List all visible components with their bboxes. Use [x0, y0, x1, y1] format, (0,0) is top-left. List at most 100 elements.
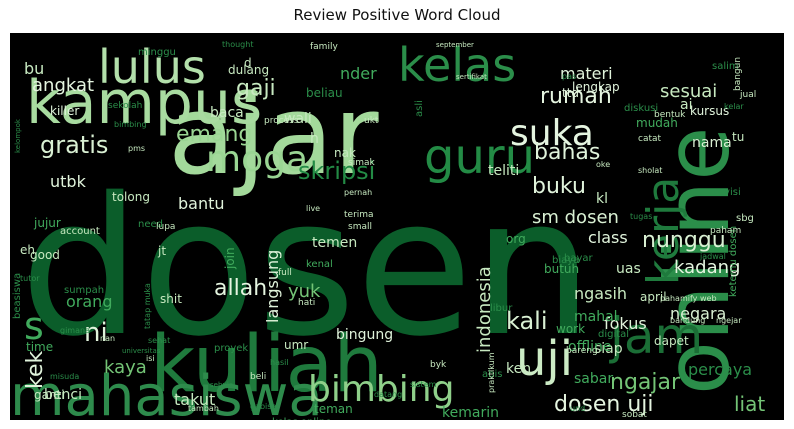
- word-kemarin: kemarin: [442, 405, 499, 420]
- chart-title: Review Positive Word Cloud: [293, 6, 501, 24]
- word-langsung: langsung: [263, 250, 282, 323]
- word-beasiswa: beasiswa: [12, 273, 23, 319]
- word-paham: paham: [710, 226, 741, 236]
- word-ai: ai: [680, 97, 692, 113]
- word-kali: kali: [506, 307, 548, 335]
- word-need: need: [138, 219, 163, 230]
- word-gimana: gimana: [60, 326, 90, 335]
- word-lupa: lupa: [156, 222, 175, 232]
- word-universitas: universitas: [122, 347, 161, 355]
- word-byk: byk: [430, 360, 447, 370]
- word-sm-dosen: sm dosen: [532, 207, 619, 228]
- word-account: account: [60, 226, 100, 237]
- word-sumpah: sumpah: [64, 285, 104, 296]
- word-jual: jual: [739, 90, 756, 100]
- word-ngajar: ngajar: [610, 370, 681, 395]
- word-biaya: biaya: [552, 255, 579, 266]
- word-lengkap: lengkap: [572, 80, 620, 94]
- word-tolong: tolong: [112, 190, 150, 204]
- word-skripsi: skripsi: [298, 157, 375, 185]
- word-bu: bu: [24, 59, 44, 78]
- word-ngejar: ngejar: [716, 316, 742, 325]
- word-uas: uas: [616, 261, 641, 277]
- word-libur: libur: [490, 303, 513, 314]
- word-kadang: kadang: [674, 257, 740, 278]
- word-orang: orang: [66, 292, 112, 311]
- word-isi: isi: [146, 354, 155, 363]
- word-ganti: ganti: [34, 388, 65, 402]
- word-salim: salim: [712, 61, 739, 72]
- word-yuk: yuk: [288, 281, 321, 302]
- word-hati: hati: [298, 298, 315, 308]
- word-dosen: dosen: [20, 157, 593, 378]
- word-butuh: butuh: [544, 262, 579, 276]
- word-s: s: [24, 304, 44, 348]
- word-bentuk: bentuk: [654, 110, 686, 120]
- word-indonesia: indonesia: [474, 266, 495, 353]
- word-work: work: [556, 322, 585, 336]
- word-rumah: rumah: [540, 84, 612, 109]
- word-sekolah: sekolah: [108, 101, 142, 111]
- word-angkat: angkat: [32, 75, 94, 96]
- word-simak: simak: [348, 158, 375, 168]
- word-sabar: sabar: [574, 371, 613, 387]
- word-org: org: [506, 232, 526, 246]
- word-nan: nan: [100, 334, 115, 343]
- word-jt: jt: [157, 244, 166, 258]
- word-jujur: jujur: [33, 216, 61, 230]
- word-misuda: misuda: [50, 372, 79, 381]
- word-guru: guru: [424, 129, 535, 185]
- word-takut: takut: [174, 390, 215, 409]
- word-sbg: sbg: [736, 213, 754, 224]
- word-datang: datang: [374, 390, 402, 399]
- word-offline: offline: [568, 339, 611, 355]
- word-diskusi: diskusi: [624, 103, 658, 114]
- word-sehat: sehat: [148, 336, 170, 345]
- word-sertifikat: sertifikat: [456, 73, 487, 81]
- word-revisi: revisi: [714, 187, 741, 198]
- word-bangun: bangun: [733, 57, 743, 91]
- word-d: d: [244, 56, 252, 70]
- word-beliau: beliau: [306, 86, 343, 100]
- word-sebule: sebule: [210, 381, 233, 389]
- word-pas: pas: [562, 72, 576, 81]
- word-nder: nder: [340, 64, 377, 83]
- word-kl: kl: [596, 191, 608, 207]
- word-tugas: tugas: [630, 212, 652, 221]
- word-bareng: bareng: [566, 346, 598, 356]
- word-full: full: [278, 268, 292, 278]
- word-jadwal: jadwal: [699, 252, 726, 261]
- word-emang: emang: [176, 122, 252, 147]
- word-kenal: kenal: [306, 259, 333, 270]
- word-time: time: [26, 340, 53, 354]
- word-mahal: mahal: [574, 309, 618, 325]
- word-sobat: sobat: [622, 410, 647, 420]
- word-kelar: kelar: [724, 102, 744, 111]
- word-ken: ken: [506, 361, 531, 377]
- word-temen: temen: [312, 235, 357, 251]
- word-kaya: kaya: [104, 357, 147, 378]
- word-teman: teman: [314, 402, 353, 416]
- word-sholat: sholat: [638, 166, 662, 175]
- word-kuliah: kuliah: [150, 320, 383, 410]
- word-good: good: [30, 248, 60, 262]
- word-nama: nama: [692, 135, 732, 151]
- word-jam: jam: [609, 307, 703, 365]
- word-kerja: kerja: [638, 177, 689, 285]
- word-dapet: dapet: [654, 334, 689, 348]
- word-september: september: [436, 41, 474, 49]
- word-ajar: ajar: [168, 71, 379, 199]
- word-web: web: [700, 294, 717, 303]
- word-shit: shit: [160, 292, 182, 306]
- word-buku: buku: [532, 174, 586, 199]
- word-pms: pms: [128, 144, 145, 153]
- word-mahasiswa: mahasiswa: [10, 364, 323, 420]
- word-moga: moga: [206, 139, 308, 180]
- word-live: live: [306, 204, 320, 213]
- word-digital: digital: [598, 329, 629, 340]
- word-kelas-online: kelas online: [272, 417, 331, 420]
- word-baca: baca: [210, 105, 244, 121]
- word-eh: eh: [20, 243, 35, 257]
- word-tatap-muka: tatap muka: [143, 283, 152, 329]
